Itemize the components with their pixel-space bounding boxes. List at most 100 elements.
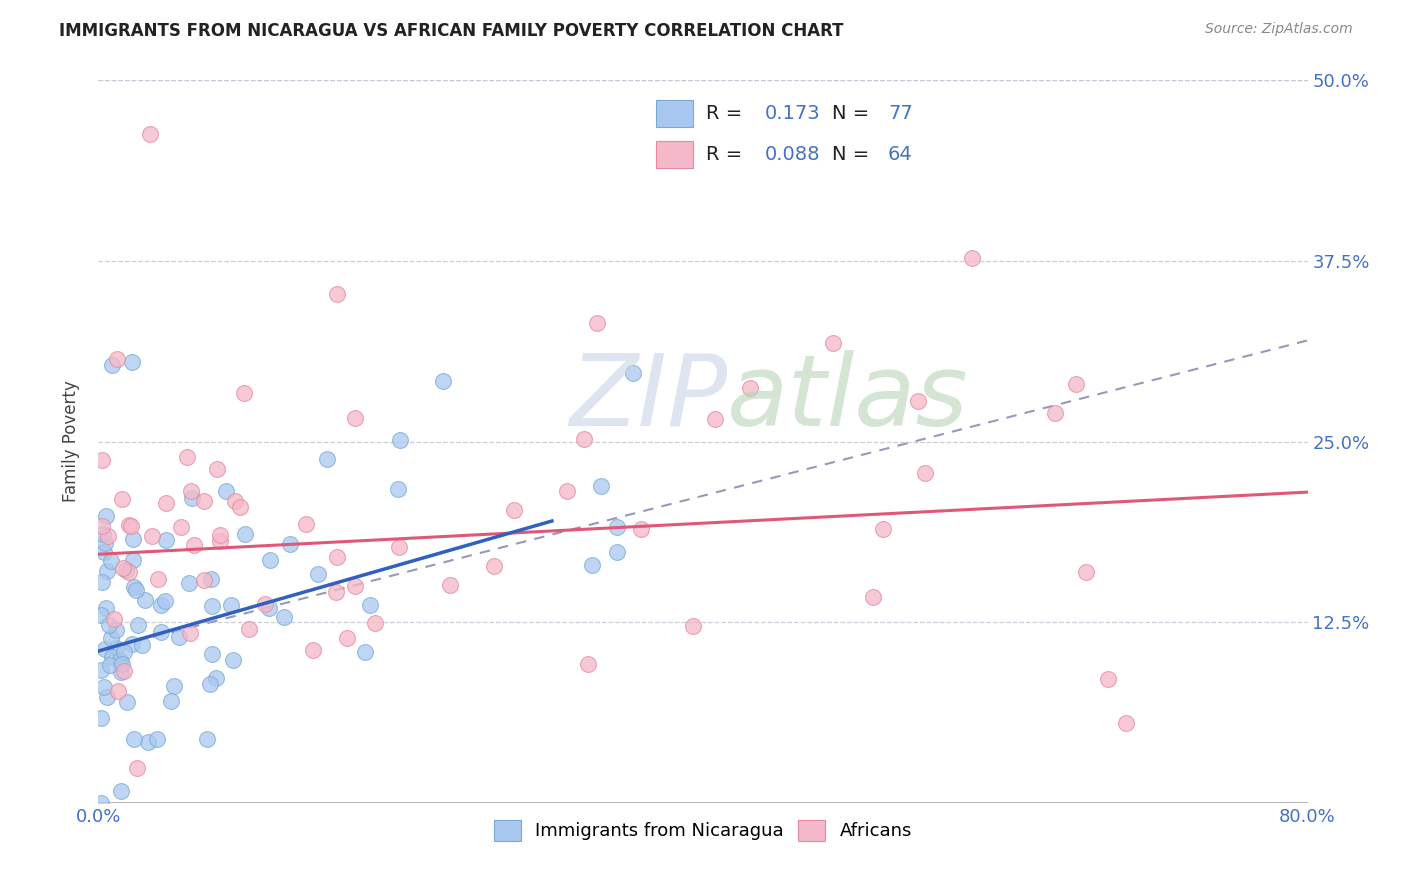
Point <box>118 566 141 580</box>
Point <box>110 652 132 666</box>
Point <box>872 522 894 536</box>
Point <box>439 578 461 592</box>
Point <box>238 622 260 636</box>
Point <box>104 623 127 637</box>
Point <box>326 549 349 564</box>
Point <box>163 679 186 693</box>
Text: 77: 77 <box>889 103 912 123</box>
Point <box>193 494 215 508</box>
Point <box>121 355 143 369</box>
Point <box>127 618 149 632</box>
Point <box>233 386 256 401</box>
Point <box>576 657 599 671</box>
Point <box>145 731 167 746</box>
Legend: Immigrants from Nicaragua, Africans: Immigrants from Nicaragua, Africans <box>486 813 920 848</box>
Point <box>259 553 281 567</box>
Point <box>150 624 173 639</box>
Point <box>581 558 603 572</box>
Point <box>482 559 505 574</box>
Text: Source: ZipAtlas.com: Source: ZipAtlas.com <box>1205 22 1353 37</box>
Point <box>159 694 181 708</box>
Point <box>325 585 347 599</box>
FancyBboxPatch shape <box>657 100 693 127</box>
Text: R =: R = <box>706 145 748 164</box>
Point <box>862 590 884 604</box>
Point <box>153 593 176 607</box>
Text: 0.088: 0.088 <box>765 145 820 164</box>
Point <box>112 645 135 659</box>
Point <box>621 366 644 380</box>
Point <box>101 650 124 665</box>
Point <box>215 484 238 499</box>
Point <box>586 316 609 330</box>
Point <box>100 631 122 645</box>
Point <box>207 462 229 476</box>
Point <box>273 610 295 624</box>
Point <box>149 598 172 612</box>
Point <box>141 529 163 543</box>
Point <box>155 533 177 547</box>
Point <box>1097 672 1119 686</box>
Point <box>1115 716 1137 731</box>
Point <box>344 579 367 593</box>
Point <box>183 539 205 553</box>
Point <box>359 598 381 612</box>
Point <box>94 535 117 549</box>
FancyBboxPatch shape <box>657 141 693 168</box>
Point <box>387 482 409 496</box>
Text: R =: R = <box>706 103 748 123</box>
Point <box>127 761 149 775</box>
Point <box>740 381 762 395</box>
Point <box>111 491 134 506</box>
Point <box>960 251 983 265</box>
Point <box>146 572 169 586</box>
Point <box>1064 376 1087 391</box>
Point <box>122 553 145 567</box>
Point <box>1043 406 1066 420</box>
Point <box>630 522 652 536</box>
Point <box>112 561 135 575</box>
Point <box>1074 566 1097 580</box>
Point <box>101 358 124 372</box>
Point <box>108 655 131 669</box>
Point <box>94 641 117 656</box>
Point <box>200 573 222 587</box>
Point <box>134 592 156 607</box>
Point <box>336 631 359 645</box>
Point <box>94 508 117 523</box>
Point <box>91 574 114 589</box>
Point <box>110 784 132 798</box>
Point <box>96 690 118 704</box>
Point <box>121 637 143 651</box>
Point <box>224 493 246 508</box>
Point <box>682 618 704 632</box>
Point <box>301 642 323 657</box>
Point <box>94 600 117 615</box>
Point <box>278 537 301 551</box>
Point <box>572 432 595 446</box>
Point <box>97 529 120 543</box>
Point <box>209 527 232 541</box>
Point <box>107 684 129 698</box>
Point <box>353 644 375 658</box>
Point <box>90 796 112 810</box>
Point <box>105 352 128 367</box>
Point <box>606 544 628 558</box>
Point <box>98 618 121 632</box>
Point <box>316 452 339 467</box>
Point <box>111 657 134 672</box>
Point <box>219 598 242 612</box>
Point <box>117 518 139 533</box>
Text: N =: N = <box>832 103 876 123</box>
Point <box>703 412 725 426</box>
Point <box>907 394 929 409</box>
Point <box>112 664 135 678</box>
Point <box>155 495 177 509</box>
Point <box>388 541 411 555</box>
Point <box>98 657 121 672</box>
Point <box>122 732 145 747</box>
Point <box>201 647 224 661</box>
Point <box>228 500 250 514</box>
Point <box>90 608 112 623</box>
Point <box>179 576 201 591</box>
